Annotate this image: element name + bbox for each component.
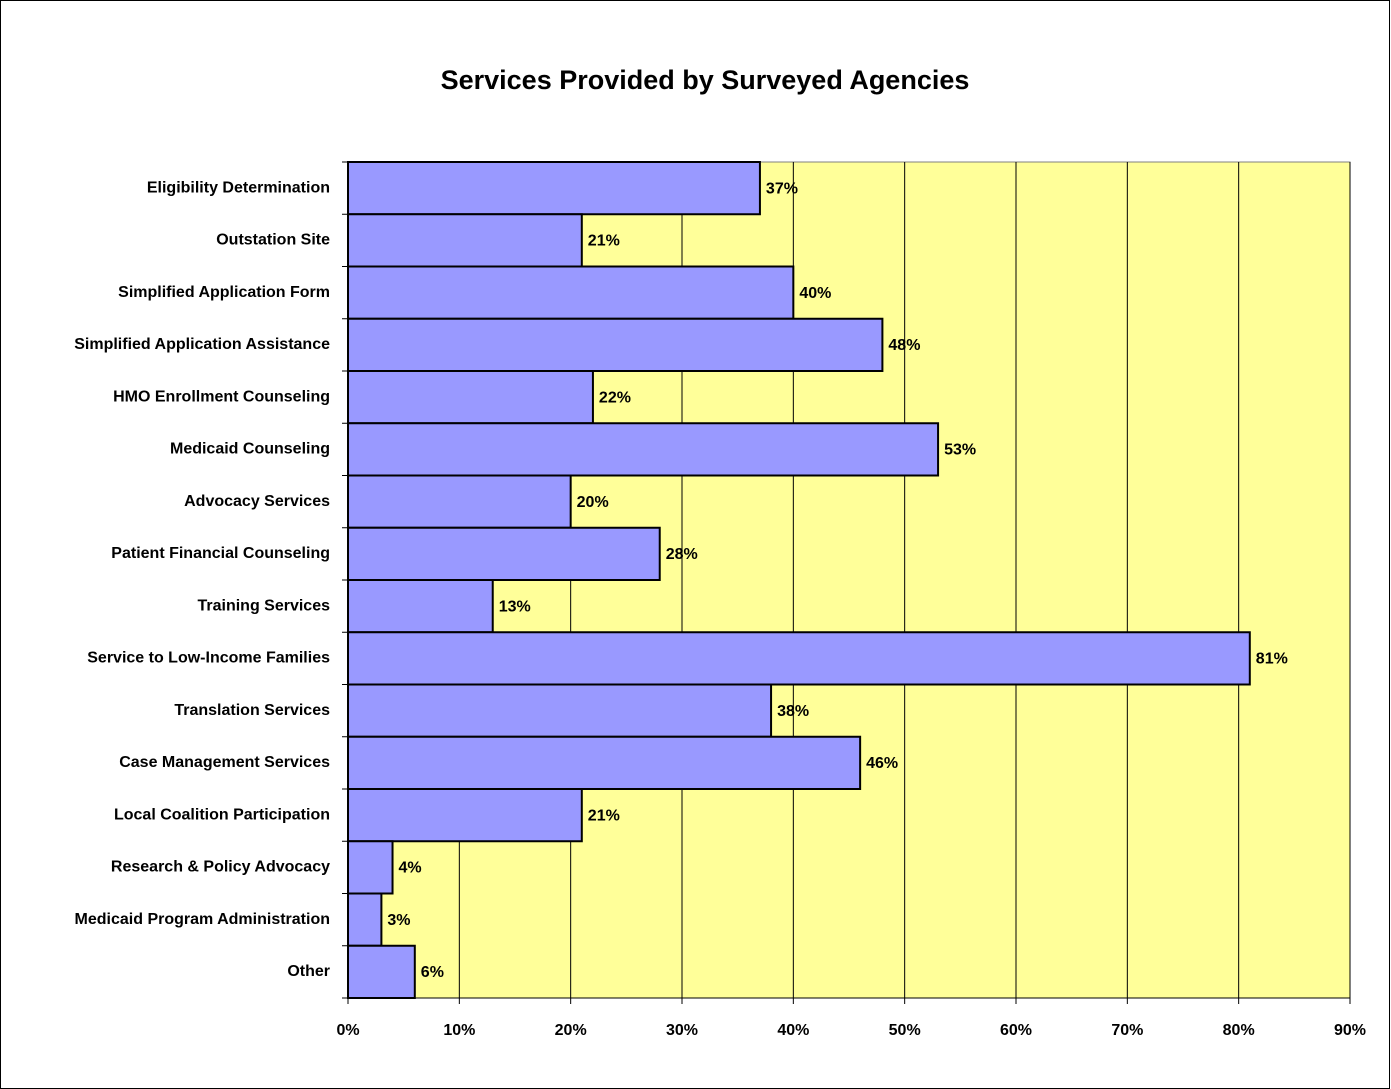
bar — [347, 735, 862, 790]
data-label: 28% — [666, 546, 698, 563]
data-label: 46% — [866, 755, 898, 772]
data-label: 3% — [387, 912, 410, 929]
y-tick-label: Medicaid Counseling — [170, 441, 330, 458]
y-tick-label: Other — [287, 963, 330, 980]
bar — [347, 683, 773, 738]
x-tick-label: 90% — [1334, 1022, 1366, 1039]
data-label: 38% — [777, 703, 809, 720]
bar — [347, 840, 394, 895]
x-tick-label: 80% — [1223, 1022, 1255, 1039]
y-tick-label: Training Services — [197, 597, 330, 614]
bar — [347, 265, 795, 320]
x-tick-label: 70% — [1111, 1022, 1143, 1039]
data-label: 37% — [766, 180, 798, 197]
data-label: 21% — [588, 807, 620, 824]
x-tick-label: 60% — [1000, 1022, 1032, 1039]
bar — [347, 317, 884, 372]
y-tick-label: Simplified Application Form — [118, 284, 330, 301]
bar — [347, 631, 1251, 686]
y-tick-label: Patient Financial Counseling — [111, 545, 330, 562]
bar — [347, 579, 494, 634]
y-tick-label: Case Management Services — [119, 754, 330, 771]
bar — [347, 892, 383, 947]
y-tick-label: Simplified Application Assistance — [74, 336, 330, 353]
data-label: 48% — [888, 337, 920, 354]
x-tick-label: 20% — [555, 1022, 587, 1039]
y-tick-label: Research & Policy Advocacy — [111, 859, 330, 876]
bar — [347, 944, 416, 999]
y-tick-label: Eligibility Determination — [147, 179, 330, 196]
data-label: 53% — [944, 442, 976, 459]
x-tick-label: 50% — [889, 1022, 921, 1039]
bar — [347, 422, 940, 477]
x-tick-label: 40% — [777, 1022, 809, 1039]
data-label: 22% — [599, 389, 631, 406]
bar — [347, 788, 583, 843]
x-tick-label: 0% — [336, 1022, 359, 1039]
bar — [347, 526, 661, 581]
x-tick-label: 10% — [443, 1022, 475, 1039]
y-tick-label: Local Coalition Participation — [114, 806, 330, 823]
y-tick-label: Advocacy Services — [184, 493, 330, 510]
bar — [347, 161, 761, 216]
y-tick-label: Medicaid Program Administration — [75, 911, 330, 928]
data-label: 20% — [577, 494, 609, 511]
data-label: 6% — [421, 964, 444, 981]
bar — [347, 213, 583, 268]
bar — [347, 474, 572, 529]
bar — [347, 370, 594, 425]
y-tick-label: Outstation Site — [216, 232, 330, 249]
y-tick-label: HMO Enrollment Counseling — [113, 388, 330, 405]
chart-title: Services Provided by Surveyed Agencies — [441, 65, 970, 95]
data-label: 21% — [588, 233, 620, 250]
data-label: 13% — [499, 598, 531, 615]
data-label: 4% — [399, 860, 422, 877]
data-label: 81% — [1256, 651, 1288, 668]
x-tick-label: 30% — [666, 1022, 698, 1039]
y-tick-label: Translation Services — [174, 702, 330, 719]
data-label: 40% — [799, 285, 831, 302]
y-tick-label: Service to Low-Income Families — [87, 650, 330, 667]
